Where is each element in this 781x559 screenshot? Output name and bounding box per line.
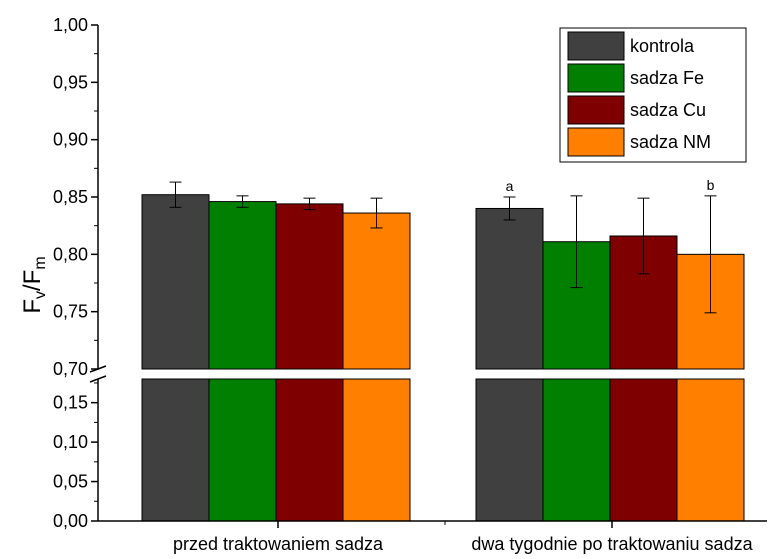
error-bars-layer — [169, 181, 717, 314]
x-tick-label-1: dwa tygodnie po traktowaniu sadza — [471, 534, 753, 554]
legend-label-0: kontrola — [630, 36, 695, 56]
y-label-mid: /F — [19, 270, 46, 291]
y-label-sub1: v — [32, 291, 49, 299]
y-tick-label-lower-3: 0,15 — [53, 393, 88, 413]
bar-lower-0-0 — [141, 378, 210, 522]
bar-lower-1-2 — [609, 378, 678, 522]
bar-upper-0-3 — [342, 212, 411, 370]
legend-label-2: sadza Cu — [630, 100, 706, 120]
axes-layer: 0,70 0,75 0,80 0,85 0,90 0,95 1,00 0,00 0,05 0,10… — [53, 15, 775, 554]
annotation-1: b — [707, 177, 715, 193]
bar-upper-0-1 — [208, 201, 277, 370]
legend-swatch-2 — [567, 95, 625, 125]
bar-lower-0-3 — [342, 378, 411, 522]
bar-upper-0-0 — [141, 194, 210, 370]
y-tick-label-upper-6: 1,00 — [53, 15, 88, 35]
bar-lower-1-3 — [676, 378, 745, 522]
legend-swatch-1 — [567, 63, 625, 93]
bar-lower-0-2 — [275, 378, 344, 522]
y-label-main: F — [19, 299, 46, 314]
y-tick-label-upper-2: 0,80 — [53, 244, 88, 264]
bars-layer — [141, 194, 745, 522]
y-label-sub2: m — [32, 256, 49, 269]
legend-swatch-3 — [567, 127, 625, 157]
legend-label-3: sadza NM — [630, 132, 711, 152]
y-tick-label-lower-2: 0,10 — [53, 432, 88, 452]
bar-upper-1-0 — [475, 207, 544, 370]
y-axis-label: Fv/Fm — [19, 256, 49, 313]
bar-lower-0-1 — [208, 378, 277, 522]
y-tick-label-upper-1: 0,75 — [53, 302, 88, 322]
axis-break-gap — [90, 370, 775, 378]
y-tick-label-upper-5: 0,95 — [53, 72, 88, 92]
y-tick-label-upper-4: 0,90 — [53, 130, 88, 150]
x-tick-label-0: przed traktowaniem sadza — [173, 534, 384, 554]
y-tick-label-lower-0: 0,00 — [53, 511, 88, 531]
legend-swatch-0 — [567, 31, 625, 61]
annotation-0: a — [506, 178, 514, 194]
bar-lower-1-1 — [542, 378, 611, 522]
bar-lower-1-0 — [475, 378, 544, 522]
legend-label-1: sadza Fe — [630, 68, 704, 88]
y-tick-label-upper-3: 0,85 — [53, 187, 88, 207]
y-tick-label-lower-1: 0,05 — [53, 472, 88, 492]
bar-upper-0-2 — [275, 203, 344, 370]
legend: kontrola sadza Fe sadza Cu sadza NM — [559, 27, 747, 163]
y-tick-label-upper-0: 0,70 — [53, 359, 88, 379]
